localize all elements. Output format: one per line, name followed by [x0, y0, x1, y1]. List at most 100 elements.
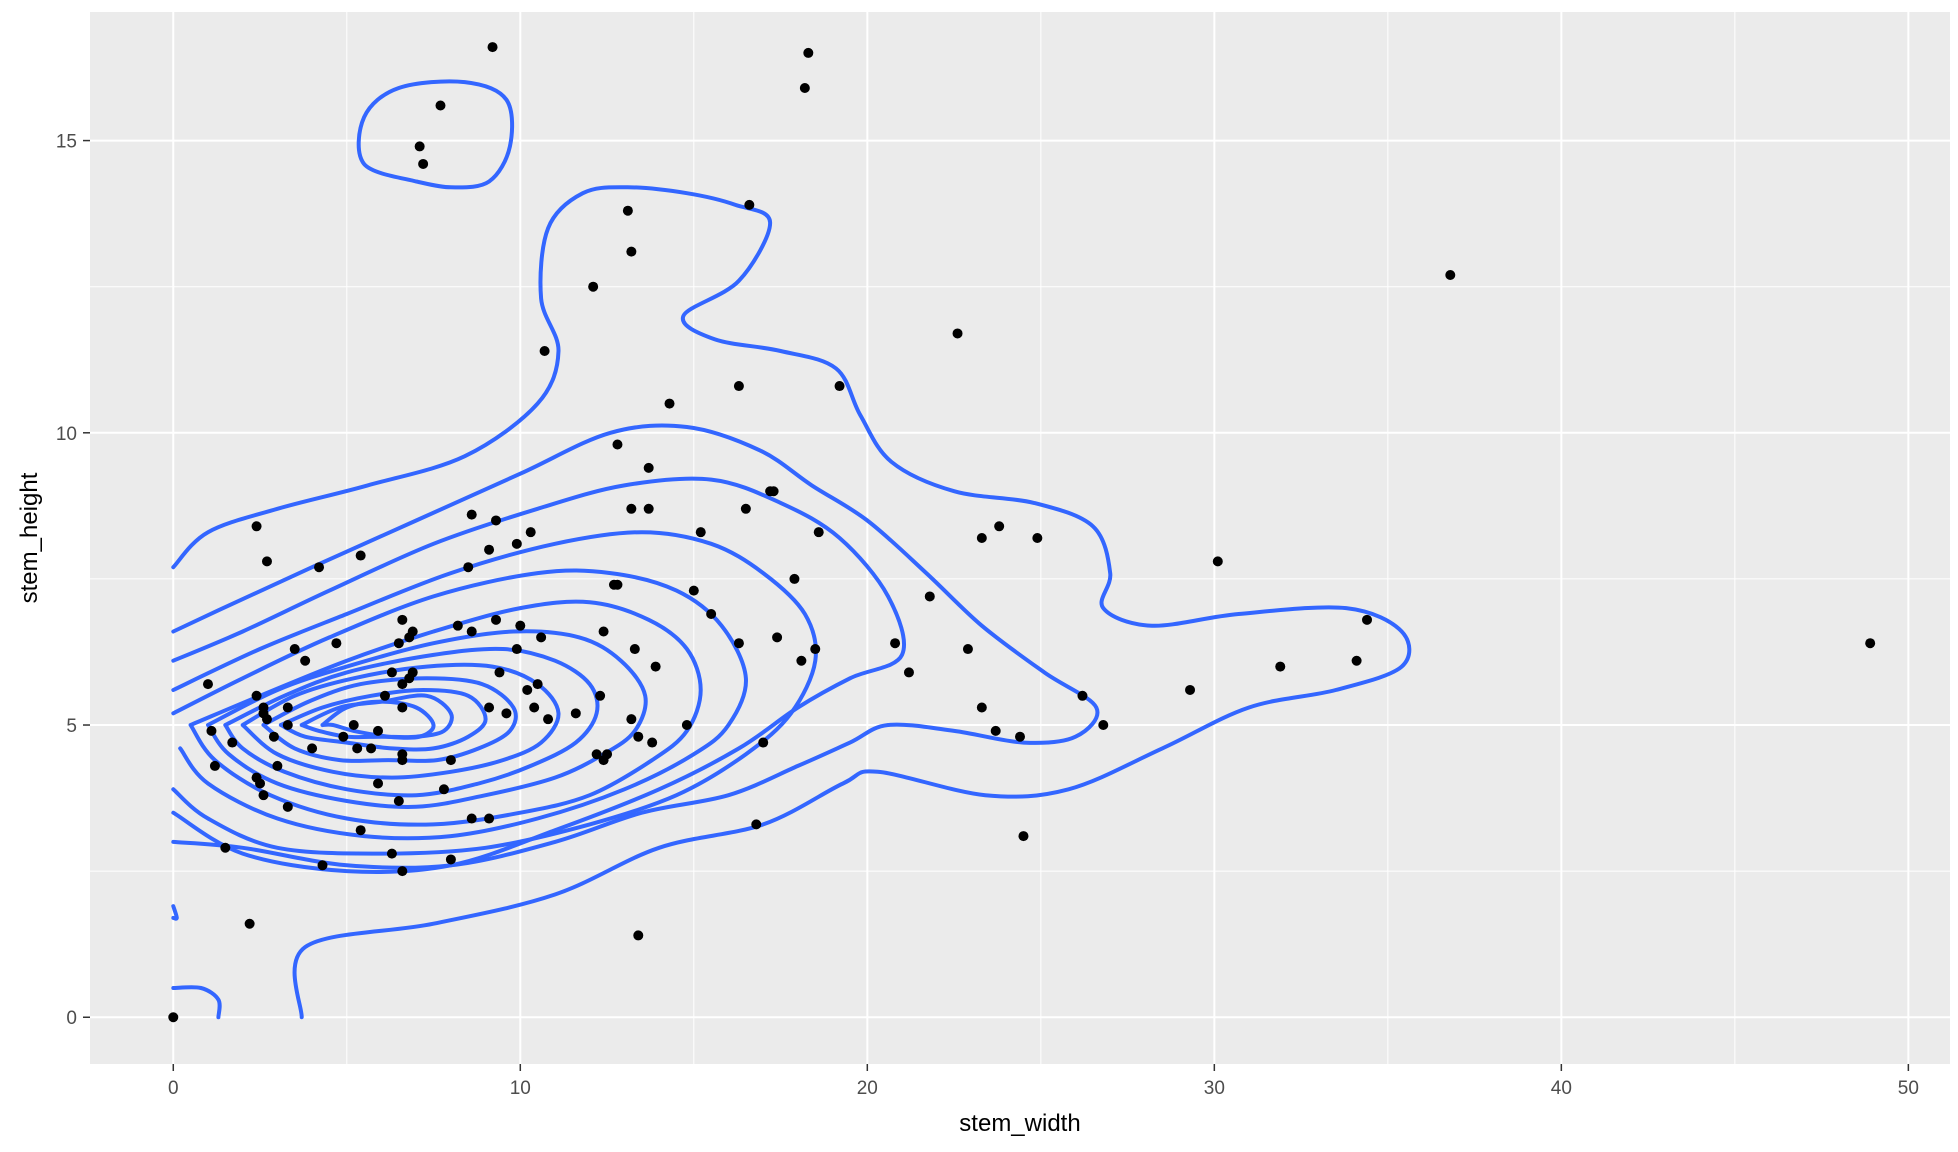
data-point — [976, 702, 987, 713]
data-point — [1445, 270, 1456, 280]
data-point — [261, 556, 272, 567]
data-point — [397, 614, 408, 625]
density-contour-line — [240, 662, 561, 780]
data-point — [258, 790, 269, 801]
data-point — [633, 731, 644, 742]
data-point — [227, 737, 238, 748]
data-point — [255, 778, 266, 789]
data-point — [976, 533, 987, 543]
data-point — [598, 755, 609, 766]
data-point — [348, 720, 359, 731]
data-point — [386, 848, 397, 859]
data-point — [598, 626, 609, 637]
data-point — [532, 679, 543, 690]
y-axis: 0 5 10 15 — [56, 132, 90, 1029]
y-axis-title: stem_height — [16, 472, 43, 603]
data-point — [414, 141, 425, 152]
data-point — [1865, 638, 1876, 649]
data-point — [435, 100, 446, 111]
data-point — [834, 381, 845, 392]
y-tick-label: 10 — [56, 424, 77, 445]
data-point — [491, 614, 502, 625]
data-point — [438, 784, 449, 795]
density-contour-line — [171, 530, 818, 856]
data-point — [643, 503, 654, 514]
data-point — [799, 82, 810, 93]
data-point — [466, 626, 477, 637]
data-point — [1212, 556, 1223, 567]
y-tick-label: 5 — [66, 716, 77, 737]
data-point — [588, 281, 599, 292]
plot-panel — [90, 12, 1950, 1064]
data-point — [404, 673, 415, 684]
density-contour-line — [171, 568, 748, 841]
data-point — [268, 731, 279, 742]
data-point — [168, 1012, 179, 1023]
data-point — [397, 866, 408, 877]
density-contour-line — [171, 904, 179, 921]
data-point — [511, 644, 522, 655]
data-point — [1018, 831, 1029, 842]
data-point — [373, 778, 384, 789]
density-contour-line — [261, 676, 518, 763]
data-point — [733, 381, 744, 392]
density-contour-line — [278, 688, 488, 752]
data-point — [484, 813, 495, 824]
data-point — [622, 205, 633, 216]
data-point — [664, 398, 675, 409]
data-point — [452, 620, 463, 631]
data-point — [751, 819, 762, 830]
data-point — [491, 515, 502, 526]
data-point — [251, 690, 262, 701]
data-point — [272, 760, 283, 771]
data-point — [994, 521, 1005, 532]
data-point — [796, 655, 807, 666]
data-point — [695, 527, 706, 538]
density-contours — [171, 79, 1412, 1020]
data-point — [768, 486, 779, 497]
data-point — [1032, 533, 1043, 543]
x-axis-title: stem_width — [959, 1110, 1080, 1137]
data-point — [484, 544, 495, 555]
data-point — [209, 760, 220, 771]
data-point — [244, 918, 255, 929]
data-point — [261, 714, 272, 725]
data-point — [466, 813, 477, 824]
data-point — [813, 527, 824, 538]
data-point — [404, 632, 415, 643]
data-point — [525, 527, 536, 538]
data-point — [529, 702, 540, 713]
data-point — [393, 796, 404, 806]
data-point — [355, 825, 366, 836]
data-point — [789, 573, 800, 584]
data-point — [626, 503, 637, 514]
data-point — [397, 755, 408, 766]
data-point — [202, 679, 213, 690]
data-point — [612, 439, 623, 450]
data-point — [494, 667, 505, 678]
data-point — [633, 930, 644, 941]
x-tick-label: 10 — [510, 1078, 531, 1099]
data-point — [487, 42, 498, 53]
data-point — [282, 720, 293, 731]
data-point — [706, 608, 717, 619]
density-contour-line — [206, 629, 648, 809]
data-point — [643, 462, 654, 473]
data-point — [952, 328, 963, 339]
data-point — [1275, 661, 1286, 672]
data-point — [397, 702, 408, 713]
data-point — [772, 632, 783, 643]
density-contour-line — [171, 985, 222, 1020]
data-point — [314, 562, 325, 573]
data-point — [962, 644, 973, 655]
data-point — [570, 708, 581, 719]
data-point — [990, 725, 1001, 736]
data-point — [744, 199, 755, 210]
data-point — [647, 737, 658, 748]
data-point — [650, 661, 661, 672]
data-point — [366, 743, 377, 754]
x-tick-label: 50 — [1898, 1078, 1919, 1099]
data-point — [1362, 614, 1373, 625]
data-point — [393, 638, 404, 649]
data-point — [386, 667, 397, 678]
